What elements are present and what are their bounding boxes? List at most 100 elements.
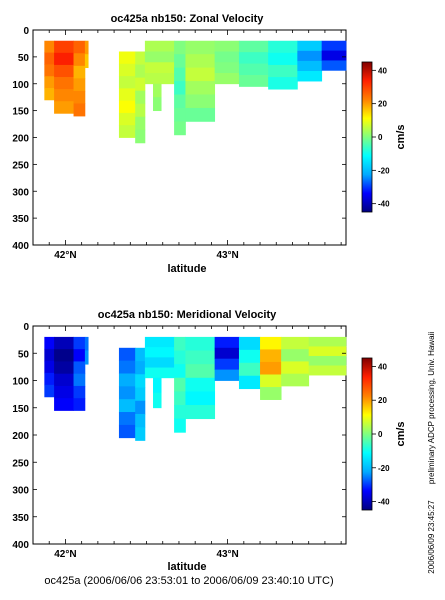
heatmap-cell xyxy=(238,52,269,64)
heatmap-cell xyxy=(185,81,216,95)
heatmap-cell xyxy=(153,377,162,394)
heatmap-cell xyxy=(73,78,86,92)
heatmap-cell xyxy=(135,116,146,131)
y-tick-label: 250 xyxy=(12,458,29,469)
heatmap-cell xyxy=(185,107,216,122)
y-tick-label: 300 xyxy=(12,187,29,198)
colorbar-tick-label: -40 xyxy=(378,200,390,209)
x-axis-label: latitude xyxy=(167,561,206,573)
heatmap-cell xyxy=(44,40,55,53)
y-tick-label: 50 xyxy=(18,53,30,64)
heatmap-cell xyxy=(174,364,186,379)
heatmap-cell xyxy=(135,387,146,402)
heatmap-cell xyxy=(297,60,323,72)
heatmap-cell xyxy=(118,51,136,65)
heatmap-cell xyxy=(185,350,216,365)
heatmap-cell xyxy=(118,424,136,439)
heatmap-cell xyxy=(84,336,89,351)
heatmap-cell xyxy=(260,361,282,375)
heatmap-cell xyxy=(118,386,136,400)
heatmap-cell xyxy=(153,392,162,409)
heatmap-cell xyxy=(73,40,86,54)
heatmap-cell xyxy=(54,398,74,411)
heatmap-cell xyxy=(135,103,146,118)
heatmap-cell xyxy=(144,336,175,348)
heatmap-cell xyxy=(174,121,186,136)
heatmap-cell xyxy=(297,50,323,62)
heatmap-cell xyxy=(153,97,162,112)
y-tick-label: 300 xyxy=(12,486,29,497)
heatmap-cell xyxy=(84,54,89,69)
y-tick-label: 50 xyxy=(18,349,30,360)
y-tick-label: 400 xyxy=(12,540,29,551)
heatmap-cell xyxy=(174,418,186,433)
heatmap-cell xyxy=(73,103,86,117)
y-tick-label: 150 xyxy=(12,107,29,118)
heatmap-cell xyxy=(174,377,186,392)
heatmap-cell xyxy=(185,40,216,55)
heatmap-cell xyxy=(174,336,186,351)
heatmap-cell xyxy=(174,40,186,55)
y-axis: 0 50 100 150 200 250 300 350 400 xyxy=(12,26,346,252)
colorbar xyxy=(361,357,373,511)
y-tick-label: 150 xyxy=(12,404,29,415)
heatmap-cell xyxy=(260,387,282,400)
heatmap-cell xyxy=(54,40,74,54)
heatmap-cell xyxy=(260,374,282,388)
heatmap-cell xyxy=(214,73,240,85)
heatmap-cell xyxy=(174,94,186,109)
heatmap-cell xyxy=(321,40,347,51)
colorbar-label: cm/s xyxy=(395,124,407,149)
heatmap-cell xyxy=(174,54,186,69)
heatmap-cell xyxy=(135,64,146,78)
heatmap-cell xyxy=(281,336,310,350)
heatmap-cell xyxy=(118,360,136,374)
heatmap-cell xyxy=(135,77,146,92)
x-tick-label: 42°N xyxy=(54,549,76,560)
heatmap-cell xyxy=(238,75,269,87)
y-tick-label: 350 xyxy=(12,214,29,225)
time-range-caption: oc425a (2006/06/06 23:53:01 to 2006/06/0… xyxy=(44,575,333,587)
heatmap-cell xyxy=(214,40,240,52)
heatmap-cell xyxy=(185,391,216,406)
heatmap-cell xyxy=(44,52,55,65)
colorbar-tick-label: 20 xyxy=(378,396,387,405)
heatmap-cell xyxy=(297,70,323,82)
heatmap-cell xyxy=(73,53,86,67)
heatmap-cell xyxy=(135,90,146,105)
heatmap-cell xyxy=(54,52,74,66)
heatmap-cell xyxy=(54,336,74,350)
heatmap-cell xyxy=(308,336,347,347)
heatmap-cell xyxy=(268,40,298,54)
colorbar-tick-label: -40 xyxy=(378,498,390,507)
heatmap-cell xyxy=(54,385,74,399)
heatmap-cell xyxy=(321,50,347,61)
heatmap-cell xyxy=(44,336,55,350)
heatmap-cell xyxy=(54,89,74,102)
heatmap-cells xyxy=(44,40,347,144)
heatmap-cell xyxy=(185,377,216,392)
zonal-velocity-panel: oc425a nb150: Zonal Velocity 0 50 100 150 20… xyxy=(12,13,407,275)
heatmap-cell xyxy=(144,357,175,368)
heatmap-cell xyxy=(144,367,175,379)
heatmap-cell xyxy=(118,88,136,102)
heatmap-cell xyxy=(118,100,136,114)
heatmap-cell xyxy=(268,77,298,90)
heatmap-cell xyxy=(118,76,136,89)
y-tick-label: 100 xyxy=(12,80,29,91)
heatmap-cell xyxy=(144,347,175,358)
heatmap-cell xyxy=(260,336,282,350)
heatmap-cell xyxy=(135,413,146,428)
heatmap-cell xyxy=(73,373,86,387)
heatmap-cell xyxy=(135,400,146,415)
heatmap-cell xyxy=(73,385,86,399)
heatmap-cell xyxy=(118,112,136,126)
heatmap-cell xyxy=(118,412,136,426)
heatmap-cell xyxy=(73,398,86,411)
heatmap-cell xyxy=(44,384,55,398)
x-axis: 42°N 43°N xyxy=(32,30,342,261)
y-tick-label: 250 xyxy=(12,160,29,171)
heatmap-cell xyxy=(214,369,240,381)
x-axis-label: latitude xyxy=(167,263,206,275)
